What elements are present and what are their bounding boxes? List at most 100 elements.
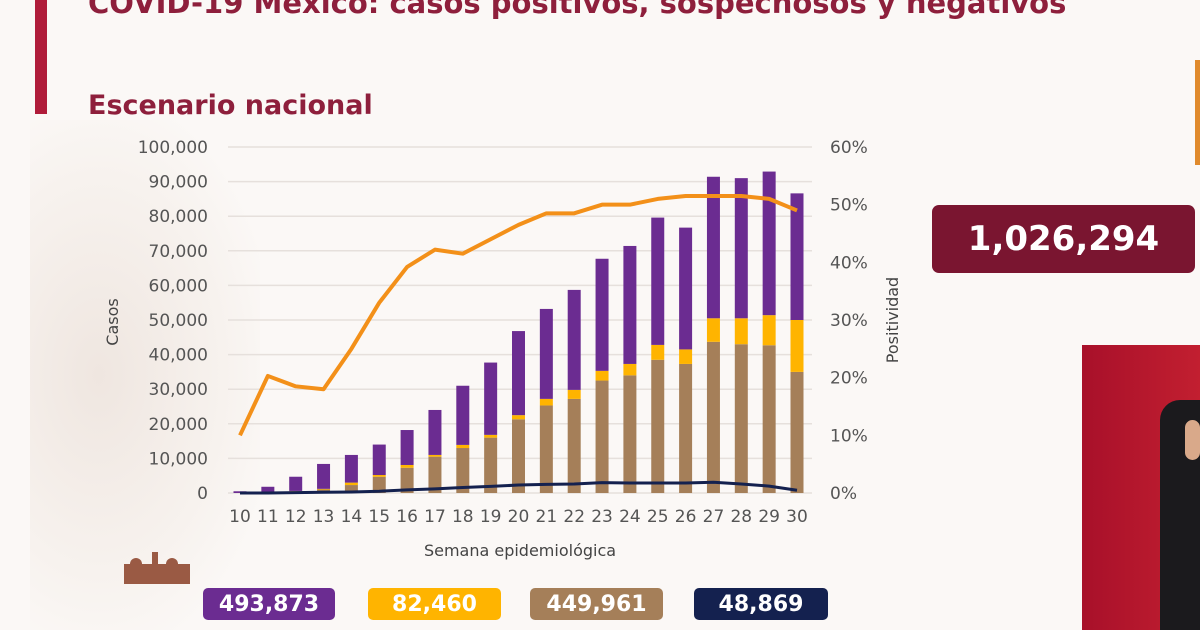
y-tick-label: 100,000 bbox=[138, 138, 208, 158]
x-axis-label: Semana epidemiológica bbox=[424, 541, 616, 560]
bar-negativos bbox=[623, 375, 637, 493]
legend-defunciones: 48,869 bbox=[694, 588, 828, 620]
x-tick-label: 24 bbox=[619, 507, 641, 527]
bar-positivos bbox=[651, 217, 665, 345]
line-defunciones bbox=[240, 480, 798, 495]
x-tick-label: 13 bbox=[313, 507, 335, 527]
background-emblem bbox=[30, 120, 260, 630]
bar-sospechosos bbox=[539, 398, 553, 406]
page-title: COVID-19 México: casos positivos, sospec… bbox=[88, 0, 1067, 20]
bar-negativos bbox=[595, 380, 609, 493]
bar-positivos bbox=[400, 430, 414, 465]
bar-positivos bbox=[456, 385, 470, 445]
bar-sospechosos bbox=[567, 389, 581, 399]
y-tick-label: 20,000 bbox=[149, 415, 208, 435]
bar-positivos bbox=[428, 409, 442, 455]
bar-positivos bbox=[567, 289, 581, 390]
bar-positivos bbox=[289, 476, 303, 491]
x-tick-label: 14 bbox=[341, 507, 363, 527]
legend-sospechosos: 82,460 bbox=[368, 588, 501, 620]
bar-negativos bbox=[372, 476, 386, 493]
legend-positivos: 493,873 bbox=[203, 588, 335, 620]
bar-sospechosos bbox=[512, 415, 525, 420]
bar-sospechosos bbox=[372, 475, 386, 477]
x-tick-label: 30 bbox=[786, 507, 808, 527]
x-tick-label: 19 bbox=[480, 507, 502, 527]
bar-negativos bbox=[539, 405, 553, 493]
bar-negativos bbox=[567, 398, 581, 493]
accent-bar bbox=[35, 0, 47, 114]
y-tick-label: 30,000 bbox=[149, 380, 208, 400]
y-tick-label: 90,000 bbox=[149, 173, 208, 193]
bar-positivos bbox=[344, 454, 358, 483]
x-tick-label: 25 bbox=[647, 507, 669, 527]
x-tick-label: 22 bbox=[563, 507, 585, 527]
side-strip bbox=[1195, 60, 1200, 165]
bar-sospechosos bbox=[762, 315, 776, 346]
y-tick-label: 40,000 bbox=[149, 346, 208, 366]
interpreter-hand bbox=[1185, 420, 1200, 460]
bar-positivos bbox=[790, 193, 804, 320]
bar-positivos bbox=[706, 176, 720, 319]
bar-negativos bbox=[790, 371, 804, 493]
bar-positivos bbox=[762, 171, 776, 316]
bar-sospechosos bbox=[595, 370, 609, 381]
bar-negativos bbox=[762, 345, 776, 493]
y2-tick-label: 20% bbox=[830, 369, 868, 389]
total-badge: 1,026,294 bbox=[932, 205, 1195, 273]
x-tick-label: 15 bbox=[368, 507, 390, 527]
x-tick-label: 11 bbox=[257, 507, 279, 527]
y2-tick-label: 60% bbox=[830, 138, 868, 158]
y2-tick-label: 40% bbox=[830, 253, 868, 273]
bar-negativos bbox=[651, 359, 665, 493]
x-tick-label: 21 bbox=[536, 507, 558, 527]
page-subtitle: Escenario nacional bbox=[88, 90, 373, 121]
x-tick-label: 29 bbox=[758, 507, 780, 527]
x-tick-label: 10 bbox=[229, 507, 251, 527]
bar-negativos bbox=[734, 344, 748, 493]
bar-sospechosos bbox=[734, 318, 748, 345]
x-tick-label: 27 bbox=[703, 507, 725, 527]
bar-positivos bbox=[679, 227, 693, 350]
bar-negativos bbox=[456, 448, 470, 493]
y2-axis-label: Positividad bbox=[883, 277, 902, 363]
bar-sospechosos bbox=[623, 363, 637, 376]
bar-negativos bbox=[344, 485, 358, 493]
bar-sospechosos bbox=[456, 444, 470, 449]
bar-positivos bbox=[539, 308, 553, 399]
x-tick-label: 16 bbox=[396, 507, 418, 527]
bar-sospechosos bbox=[344, 482, 358, 486]
bar-negativos bbox=[512, 419, 525, 493]
x-tick-label: 17 bbox=[424, 507, 446, 527]
x-tick-label: 18 bbox=[452, 507, 474, 527]
bar-sospechosos bbox=[790, 320, 804, 372]
bar-negativos bbox=[400, 467, 414, 493]
bar-negativos bbox=[428, 456, 442, 493]
y2-tick-label: 50% bbox=[830, 196, 868, 216]
y-tick-label: 80,000 bbox=[149, 207, 208, 227]
x-tick-label: 26 bbox=[675, 507, 697, 527]
y2-tick-label: 10% bbox=[830, 426, 868, 446]
bar-sospechosos bbox=[679, 349, 693, 364]
bar-sospechosos bbox=[428, 454, 442, 457]
bar-positivos bbox=[512, 331, 525, 416]
bar-positivos bbox=[484, 362, 498, 435]
bar-sospechosos bbox=[484, 434, 498, 438]
x-tick-label: 12 bbox=[285, 507, 307, 527]
y-tick-label: 10,000 bbox=[149, 449, 208, 469]
line-positividad bbox=[238, 194, 798, 437]
bar-positivos bbox=[317, 463, 331, 489]
y2-tick-label: 0% bbox=[830, 484, 857, 504]
bar-positivos bbox=[623, 245, 637, 364]
y-tick-label: 50,000 bbox=[149, 311, 208, 331]
bar-sospechosos bbox=[400, 464, 414, 468]
y-tick-label: 0 bbox=[197, 484, 208, 504]
bar-positivos bbox=[372, 444, 386, 476]
bar-sospechosos bbox=[651, 344, 665, 360]
logo bbox=[122, 550, 192, 586]
y-tick-label: 70,000 bbox=[149, 242, 208, 262]
bar-sospechosos bbox=[706, 318, 720, 342]
bar-negativos bbox=[679, 363, 693, 493]
y2-tick-label: 30% bbox=[830, 311, 868, 331]
